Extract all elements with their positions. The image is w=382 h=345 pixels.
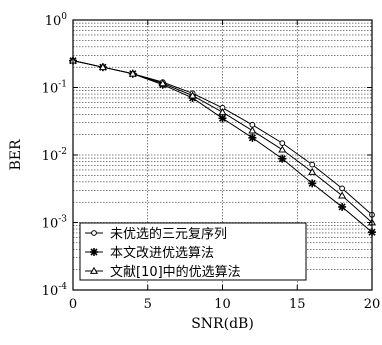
legend-label: 本文改进优选算法 [110, 246, 214, 261]
star-stroke [248, 134, 256, 142]
triangle-marker [98, 62, 107, 71]
star-stroke [338, 203, 346, 211]
y-tick-label: 10-3 [42, 215, 68, 232]
x-tick-label: 0 [69, 297, 77, 312]
x-axis-title: SNR(dB) [191, 316, 254, 332]
x-tick-label: 20 [364, 297, 381, 312]
legend-box [79, 222, 307, 281]
triangle-marker [89, 266, 99, 274]
circle-marker [91, 230, 97, 236]
triangle-marker [278, 145, 287, 153]
circle-marker [339, 185, 346, 192]
x-tick-label: 10 [214, 297, 231, 312]
star-marker [278, 154, 287, 163]
triangle-marker [248, 126, 257, 134]
x-tick-label: 5 [144, 297, 152, 312]
series-group [68, 56, 377, 237]
triangle-marker [188, 91, 197, 99]
axes: 0 5 10 15 20 100 10-1 10-2 10-3 10-4 SNR(dB) BER [8, 12, 380, 332]
x-tick-label: 15 [289, 297, 306, 312]
star-marker [338, 202, 347, 211]
star-marker [248, 133, 257, 142]
legend-label: 文献[10]中的优选算法 [110, 264, 241, 280]
circle-marker [309, 161, 316, 168]
y-tick-label: 10-1 [42, 80, 67, 97]
circle-marker [279, 140, 286, 147]
star-marker [218, 114, 227, 123]
triangle-marker [128, 69, 137, 77]
triangle-marker [338, 191, 347, 199]
star-marker [308, 179, 317, 188]
triangle-marker [158, 79, 167, 87]
series-triangle [68, 56, 377, 226]
star-stroke [278, 155, 286, 163]
star-marker [90, 248, 98, 256]
y-tick-label: 10-2 [42, 147, 67, 164]
y-tick-label: 10-4 [42, 282, 68, 299]
triangle-marker [308, 167, 317, 175]
y-axis-title: BER [8, 139, 24, 171]
legend-label: 未优选的三元复序列 [110, 226, 227, 242]
y-tick-label: 100 [45, 12, 68, 29]
triangle-marker [218, 108, 227, 116]
star-stroke [90, 248, 98, 256]
star-stroke [218, 114, 227, 122]
star-stroke [308, 179, 316, 187]
